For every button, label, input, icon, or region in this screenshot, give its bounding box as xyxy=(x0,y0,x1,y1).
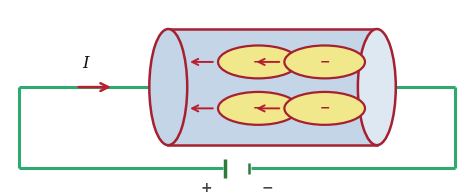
Text: −: − xyxy=(319,55,330,68)
Text: −: − xyxy=(253,55,264,68)
Circle shape xyxy=(284,45,365,78)
Circle shape xyxy=(218,92,299,125)
Circle shape xyxy=(218,45,299,78)
Ellipse shape xyxy=(149,29,187,145)
Text: +: + xyxy=(201,181,212,195)
Ellipse shape xyxy=(358,29,396,145)
Text: −: − xyxy=(262,181,273,195)
Bar xyxy=(168,29,377,145)
Text: −: − xyxy=(253,102,264,115)
Text: −: − xyxy=(319,102,330,115)
Text: I: I xyxy=(82,55,89,72)
Circle shape xyxy=(284,92,365,125)
